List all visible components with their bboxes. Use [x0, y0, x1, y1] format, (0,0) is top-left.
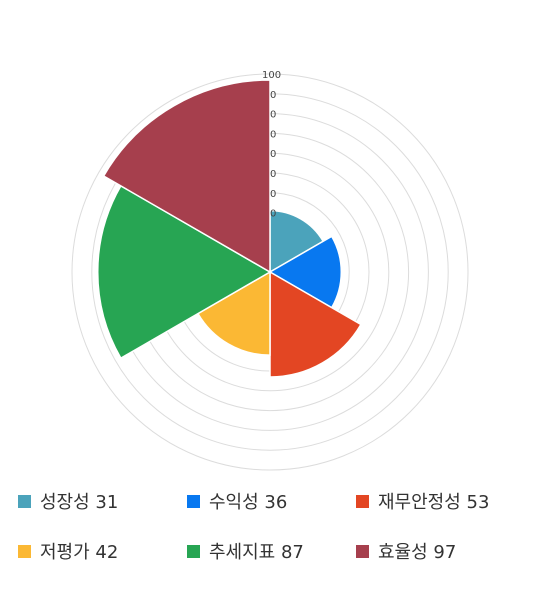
legend-swatch — [356, 544, 369, 558]
grid-ring — [71, 73, 469, 471]
legend-item-financial-stability[interactable]: 재무안정성 53 — [356, 488, 489, 514]
legend-item-profitability[interactable]: 수익성 36 — [187, 488, 287, 514]
legend-label: 성장성 31 — [40, 492, 119, 513]
tick-label: 0 — [270, 209, 276, 220]
tick-label: 0 — [270, 110, 276, 121]
legend-swatch — [356, 494, 369, 508]
tick-label: 0 — [270, 169, 276, 180]
sector-2[interactable] — [268, 235, 342, 309]
sector-5[interactable] — [97, 184, 272, 360]
legend-label: 추세지표 87 — [209, 542, 304, 563]
legend-item-growth[interactable]: 성장성 31 — [18, 488, 118, 514]
sector-1[interactable] — [269, 209, 325, 274]
sectors — [97, 79, 362, 378]
legend-label: 효율성 97 — [378, 542, 457, 563]
legend-label: 재무안정성 53 — [378, 492, 490, 513]
sector-4[interactable] — [196, 270, 271, 356]
legend-swatch — [18, 494, 31, 508]
legend-swatch — [187, 544, 200, 558]
legend-item-trend[interactable]: 추세지표 87 — [187, 538, 304, 564]
legend-item-undervaluation[interactable]: 저평가 42 — [18, 538, 118, 564]
tick-label: 0 — [270, 149, 276, 160]
polar-area-chart: 100 0 0 0 0 0 0 0 — [71, 70, 469, 471]
tick-labels: 100 0 0 0 0 0 0 0 — [262, 70, 281, 220]
legend-swatch — [187, 494, 200, 508]
tick-label: 0 — [270, 189, 276, 200]
sector-3[interactable] — [269, 270, 362, 378]
tick-label: 100 — [262, 70, 281, 81]
sector-6[interactable] — [102, 79, 271, 274]
legend-label: 저평가 42 — [40, 542, 119, 563]
legend-swatch — [18, 544, 31, 558]
legend-item-efficiency[interactable]: 효율성 97 — [356, 538, 456, 564]
tick-label: 0 — [270, 129, 276, 140]
tick-label: 0 — [270, 90, 276, 101]
legend-label: 수익성 36 — [209, 492, 288, 513]
